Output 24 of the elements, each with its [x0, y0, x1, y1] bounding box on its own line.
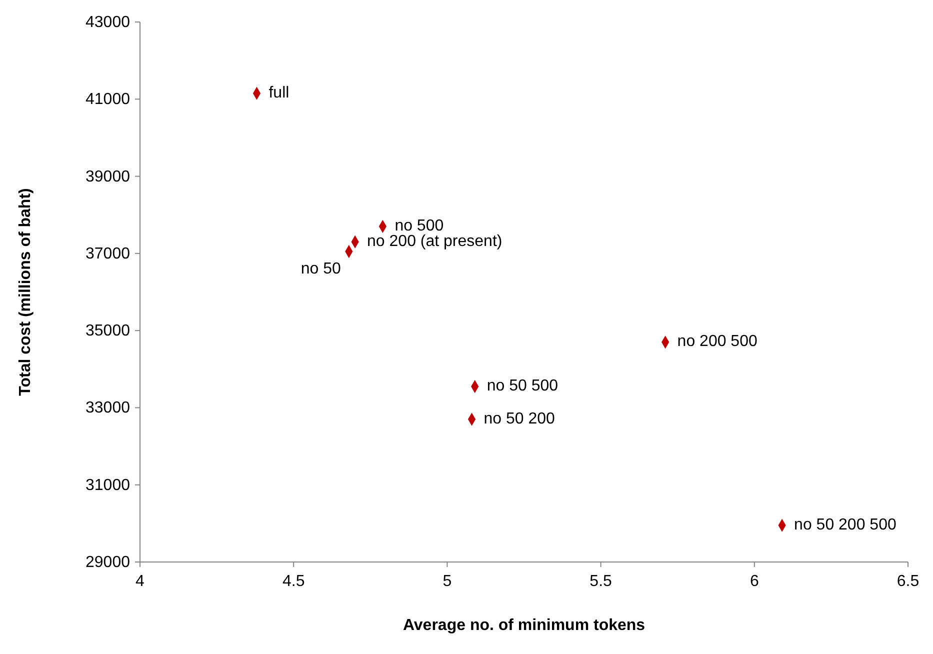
y-tick-label: 35000: [86, 322, 130, 340]
x-tick-label: 5: [442, 573, 452, 590]
annotation: full: [268, 84, 290, 102]
y-tick-label: 43000: [86, 14, 130, 31]
y-tick-label: 31000: [86, 476, 130, 494]
x-tick-label: 6: [750, 573, 759, 590]
annotation: no 200 (at present): [367, 232, 502, 250]
x-tick-label: 4: [136, 573, 145, 590]
x-tick-label: 4.5: [282, 573, 305, 590]
y-tick-label: 41000: [86, 91, 130, 108]
y-axis-title: Total cost (millions of baht): [17, 188, 34, 396]
annotation: no 50 500: [486, 378, 558, 394]
annotation: no 500: [394, 217, 444, 234]
annotation: no 50 200: [484, 410, 556, 428]
x-tick-label: 6.5: [896, 573, 920, 590]
annotation: no 50 200 500: [794, 516, 896, 534]
x-tick-label: 5.5: [590, 573, 612, 590]
y-tick-label: 33000: [86, 400, 130, 417]
annotation: no 200 500: [677, 333, 758, 350]
y-tick-label: 39000: [86, 168, 130, 186]
y-tick-label: 29000: [86, 554, 130, 571]
x-axis-title: Average no. of minimum tokens: [402, 617, 646, 634]
annotation: no 50: [300, 260, 341, 278]
y-tick-label: 37000: [86, 245, 130, 262]
